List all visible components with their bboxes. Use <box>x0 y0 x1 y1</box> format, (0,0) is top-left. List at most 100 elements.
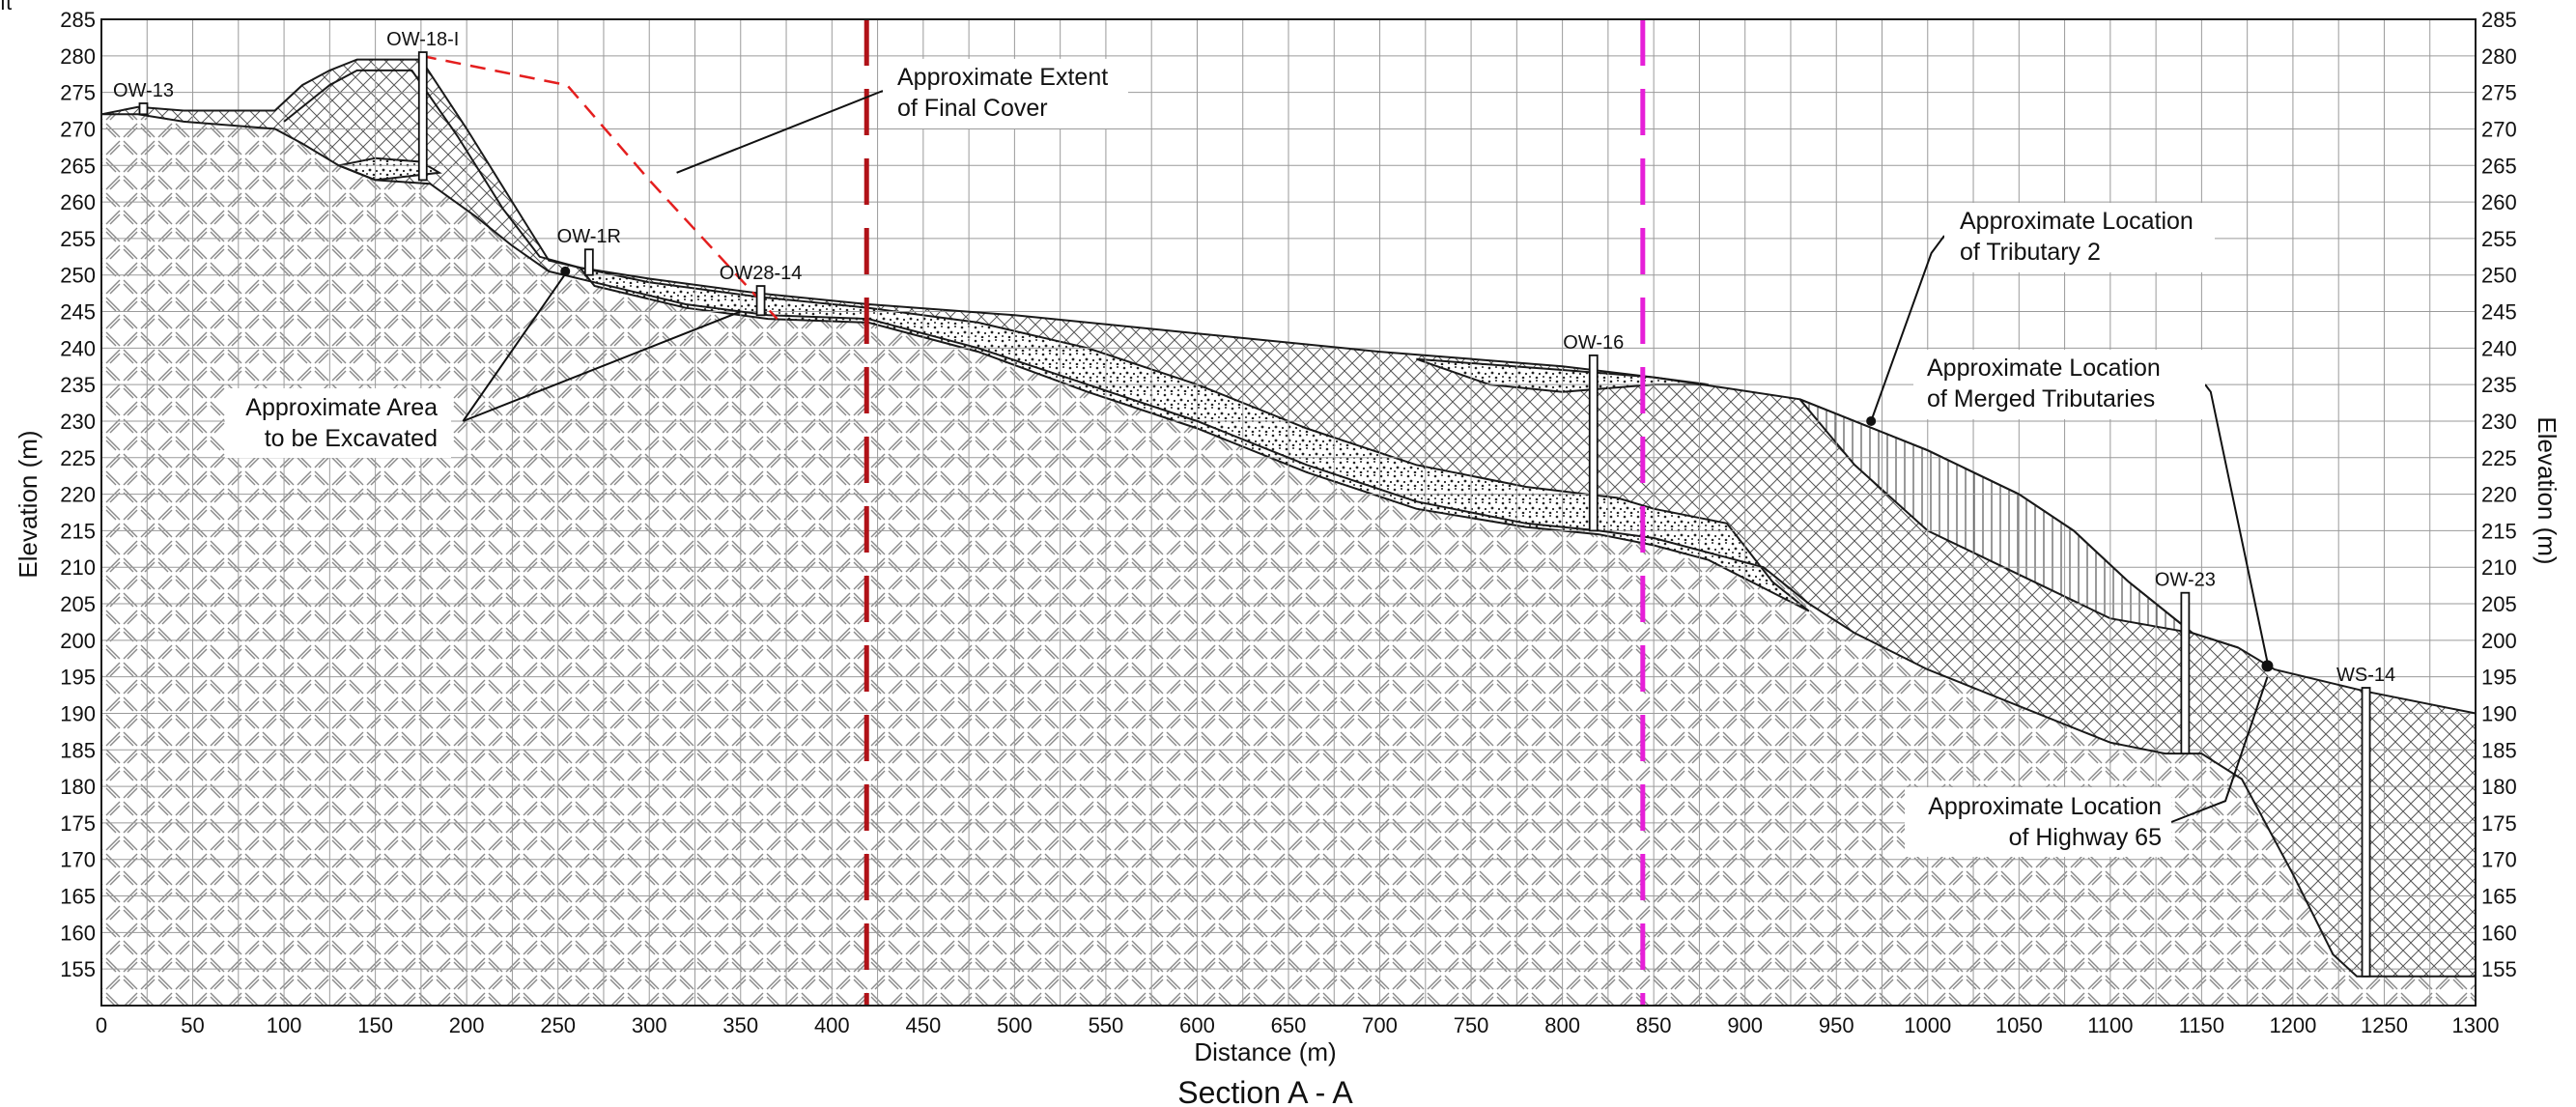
section-caption: Section A - A <box>1177 1075 1353 1107</box>
leader-points <box>560 266 2274 672</box>
y-tick-label-left: 220 <box>60 483 96 507</box>
annotation-excavation: Approximate Area to be Excavated <box>225 388 451 458</box>
leader-merged-tributaries <box>2204 383 2269 663</box>
y-tick-label-right: 265 <box>2481 154 2517 178</box>
x-tick-label: 0 <box>96 1013 107 1037</box>
leader-final-cover <box>676 90 884 174</box>
annotation-tributary-2: Approximate Location of Tributary 2 <box>1944 203 2215 272</box>
y-tick-label-left: 275 <box>60 81 96 105</box>
well-casing <box>2180 591 2191 754</box>
y-tick-label-left: 270 <box>60 117 96 141</box>
y-tick-label-right: 285 <box>2481 8 2517 32</box>
plot-frame <box>100 18 2477 1007</box>
tributary-2-line-1: Approximate Location <box>1960 208 2194 235</box>
well-label: OW-23 <box>2155 570 2216 591</box>
x-tick-label: 400 <box>814 1013 850 1037</box>
y-tick-label-right: 200 <box>2481 629 2517 653</box>
y-tick-label-left: 280 <box>60 44 96 69</box>
x-tick-labels: 0 50 100 150 200 250 300 350 400 450 500 550 600 650 7… <box>96 1013 2500 1037</box>
y-tick-label-right: 255 <box>2481 227 2517 251</box>
well-label: OW-16 <box>1563 332 1624 354</box>
y-tick-label-left: 205 <box>60 592 96 616</box>
well-casing <box>583 248 594 276</box>
x-tick-label: 550 <box>1089 1013 1124 1037</box>
well-casing <box>1588 354 1599 532</box>
y-tick-label-left: 235 <box>60 373 96 397</box>
y-tick-label-right: 225 <box>2481 446 2517 470</box>
well-casing <box>755 285 766 317</box>
x-tick-label: 750 <box>1454 1013 1489 1037</box>
x-tick-label: 350 <box>722 1013 758 1037</box>
y-tick-label-right: 185 <box>2481 738 2517 762</box>
x-tick-label: 150 <box>357 1013 393 1037</box>
merged-line-2: of Merged Tributaries <box>1927 385 2155 412</box>
leader-tributary-2 <box>1870 235 1945 422</box>
final-cover-line <box>283 69 580 270</box>
y-axis-title-right: Elevation (m) <box>2533 416 2562 564</box>
y-tick-label-right: 270 <box>2481 117 2517 141</box>
y-axis-title-left: Elevation (m) <box>14 430 42 578</box>
y-tick-label-left: 260 <box>60 190 96 214</box>
x-tick-label: 800 <box>1544 1013 1580 1037</box>
corner-unit-label: ft <box>0 0 12 14</box>
x-tick-label: 1150 <box>2179 1013 2224 1037</box>
final-cover-extent-line <box>420 54 778 320</box>
leader-excavation-1 <box>462 270 568 422</box>
annotation-final-cover: Approximate Extent of Final Cover <box>883 59 1128 128</box>
excavation-point <box>560 266 571 276</box>
y-tick-label-right: 195 <box>2481 666 2517 690</box>
x-tick-label: 600 <box>1179 1013 1215 1037</box>
x-tick-label: 1200 <box>2269 1013 2316 1037</box>
x-tick-label: 1100 <box>2087 1013 2133 1037</box>
x-tick-label: 950 <box>1819 1013 1854 1037</box>
highway-line-1: Approximate Location <box>1928 793 2162 820</box>
well-label: OW-18-I <box>386 29 459 50</box>
y-tick-label-left: 240 <box>60 336 96 360</box>
y-tick-label-left: 185 <box>60 738 96 762</box>
well-label: OW-1R <box>557 226 621 247</box>
x-tick-label: 1250 <box>2361 1013 2408 1037</box>
well-casing <box>2361 687 2371 978</box>
x-tick-label: 300 <box>632 1013 667 1037</box>
x-tick-label: 1300 <box>2452 1013 2500 1037</box>
y-tick-label-right: 160 <box>2481 921 2517 945</box>
merged-tributaries-point <box>2261 660 2274 672</box>
y-tick-label-right: 155 <box>2481 957 2517 981</box>
y-tick-label-right: 230 <box>2481 410 2517 434</box>
y-tick-label-right: 275 <box>2481 81 2517 105</box>
merged-line-1: Approximate Location <box>1927 355 2161 382</box>
leader-lines <box>462 90 2269 823</box>
y-tick-label-right: 180 <box>2481 775 2517 799</box>
x-tick-label: 900 <box>1727 1013 1763 1037</box>
annotation-merged: Approximate Location of Merged Tributari… <box>1913 350 2205 419</box>
y-tick-label-right: 280 <box>2481 44 2517 69</box>
x-tick-label: 650 <box>1271 1013 1307 1037</box>
sand-layer <box>577 266 1810 612</box>
monitoring-wells: OW-13 OW-18-I OW-1R OW28-14 OW-16 OW-23 WS-14 <box>113 29 2395 978</box>
y-tick-label-right: 205 <box>2481 592 2517 616</box>
y-tick-labels-left: 155 160 165 170 175 180 185 190 195 200 205 210 215 2… <box>60 8 96 981</box>
y-tick-label-left: 180 <box>60 775 96 799</box>
y-tick-label-left: 155 <box>60 957 96 981</box>
x-tick-label: 1050 <box>1996 1013 2043 1037</box>
highway-line-2: of Highway 65 <box>2009 824 2162 851</box>
x-tick-label: 200 <box>449 1013 485 1037</box>
y-tick-label-left: 255 <box>60 227 96 251</box>
annotation-highway: Approximate Location of Highway 65 <box>1905 787 2171 857</box>
y-tick-label-right: 210 <box>2481 555 2517 580</box>
y-tick-label-left: 160 <box>60 921 96 945</box>
y-tick-label-right: 240 <box>2481 336 2517 360</box>
excavation-line-2: to be Excavated <box>265 425 438 452</box>
y-tick-label-right: 245 <box>2481 300 2517 325</box>
y-tick-label-left: 190 <box>60 701 96 725</box>
y-tick-label-left: 215 <box>60 519 96 543</box>
y-tick-label-left: 170 <box>60 848 96 872</box>
x-tick-label: 50 <box>181 1013 204 1037</box>
y-tick-label-left: 230 <box>60 410 96 434</box>
y-tick-label-right: 190 <box>2481 701 2517 725</box>
x-tick-label: 100 <box>267 1013 302 1037</box>
well-casing <box>138 102 149 116</box>
fill-base-line <box>101 113 2476 978</box>
y-tick-label-right: 170 <box>2481 848 2517 872</box>
leader-excavation-2 <box>463 310 742 422</box>
